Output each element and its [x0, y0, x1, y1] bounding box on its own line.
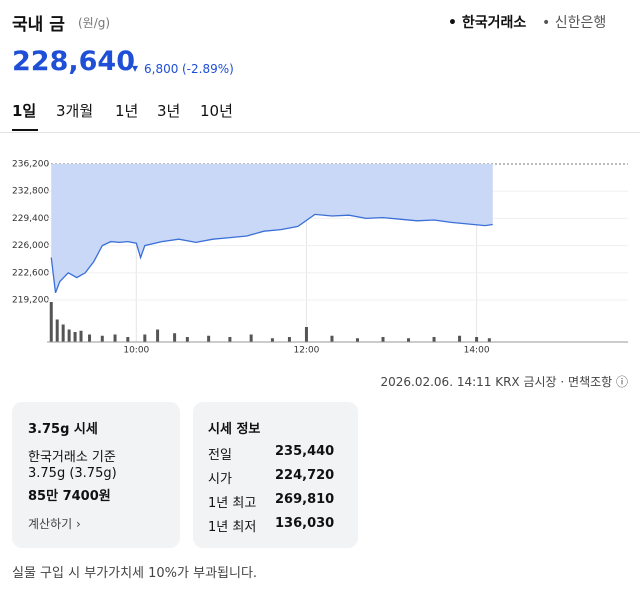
- title: 국내 금: [12, 15, 65, 35]
- volume-bar: [432, 337, 436, 342]
- card-line: 한국거래소 기준: [28, 450, 116, 465]
- volume-bar: [113, 334, 117, 342]
- y-tick-label: 236,200: [12, 160, 49, 170]
- info-label: 시가: [208, 472, 232, 487]
- y-tick-label: 219,200: [12, 296, 49, 306]
- volume-bar: [88, 334, 92, 342]
- volume-bar: [228, 337, 232, 342]
- x-tick-label: 10:00: [123, 346, 149, 356]
- tab-underline: [12, 129, 38, 131]
- volume-bar: [249, 334, 253, 342]
- volume-bar: [173, 333, 177, 342]
- area: [51, 164, 493, 293]
- volume-bar: [100, 335, 104, 342]
- volume-bar: [407, 338, 411, 342]
- volume-bar: [487, 338, 491, 342]
- volume-bar: [458, 335, 462, 342]
- source-tab[interactable]: • 한국거래소: [448, 15, 527, 31]
- info-label: 전일: [208, 448, 232, 463]
- volume-bar: [126, 337, 130, 342]
- volume-bar: [330, 335, 334, 342]
- arrow: ▾: [132, 61, 139, 75]
- x-tick-label: 14:00: [464, 346, 490, 356]
- unit: (원/g): [78, 16, 111, 30]
- volume-bar: [61, 324, 65, 342]
- card-line: 85만 7400원: [28, 489, 111, 504]
- info-value: 136,030: [275, 516, 335, 531]
- volume-bar: [79, 330, 83, 342]
- volume-bar: [355, 338, 359, 342]
- y-tick-label: 226,000: [12, 241, 49, 251]
- volume-bar: [304, 327, 308, 342]
- tab[interactable]: 3개월: [56, 102, 94, 120]
- chart: 10:00 12:00 14:00 236,200 232,800 229,400 226,…: [12, 160, 628, 356]
- volume-bar: [475, 337, 479, 342]
- y-tick-label: 222,600: [12, 268, 49, 278]
- info-label: 1년 최저: [208, 520, 257, 535]
- line: [50, 213, 493, 294]
- volume-bar: [207, 335, 211, 342]
- volume-bar: [287, 337, 291, 342]
- price: 228,640: [12, 46, 135, 77]
- x-tick-label: 12:00: [293, 346, 319, 356]
- volume-bar: [67, 329, 71, 342]
- tab[interactable]: 10년: [200, 102, 233, 120]
- card-title: 3.75g 시세: [28, 422, 98, 437]
- source-tab[interactable]: • 신한은행: [542, 15, 607, 31]
- volume-bar: [381, 337, 385, 342]
- change-pct: (-2.89%): [182, 62, 234, 76]
- info-value: 235,440: [275, 444, 335, 459]
- y-tick-label: 229,400: [12, 214, 49, 224]
- footnote: 실물 구입 시 부가가치세 10%가 부과됩니다.: [12, 566, 258, 581]
- card-line: 3.75g (3.75g): [28, 466, 117, 481]
- info-value: 269,810: [275, 492, 335, 507]
- info-label: 1년 최고: [208, 496, 257, 511]
- tab[interactable]: 1일: [12, 102, 37, 120]
- volume-bar: [49, 302, 53, 342]
- divider: [0, 132, 640, 133]
- card: 3.75g 시세 한국거래소 기준 3.75g (3.75g) 85만 7400…: [12, 402, 180, 548]
- timestamp: 2026.02.06. 14:11 KRX 금시장 · 면책조항 ⓘ: [380, 375, 628, 389]
- card-title: 시세 정보: [208, 422, 261, 437]
- volume-bar: [270, 338, 274, 342]
- volume-bar: [156, 329, 160, 342]
- info-value: 224,720: [275, 468, 335, 483]
- volume-bar: [73, 332, 77, 342]
- card: 시세 정보 전일 235,440 시가 224,720 1년 최고 269,810 1년 최…: [193, 402, 358, 548]
- volume-bar: [185, 337, 189, 342]
- tab[interactable]: 1년: [115, 102, 139, 120]
- tab[interactable]: 3년: [157, 102, 181, 120]
- volume-bar: [55, 319, 59, 342]
- y-tick-label: 232,800: [12, 187, 49, 197]
- link[interactable]: 계산하기 ›: [28, 517, 81, 531]
- volume-bar: [143, 334, 147, 342]
- change: 6,800: [144, 62, 179, 76]
